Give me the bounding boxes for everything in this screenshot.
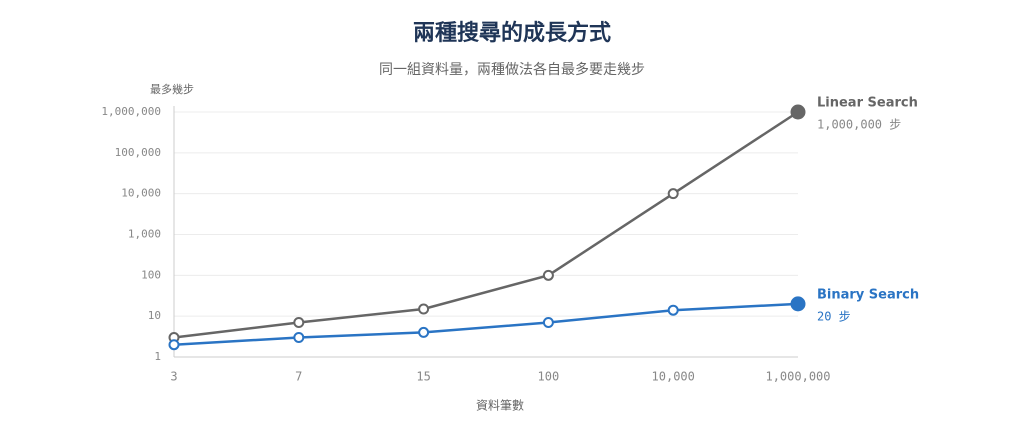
series-line xyxy=(173,302,799,346)
data-point xyxy=(667,188,679,200)
x-tick-label: 100 xyxy=(538,370,560,384)
x-tick-label: 7 xyxy=(295,370,302,384)
data-point xyxy=(293,332,305,344)
y-axis-label: 最多幾步 xyxy=(150,82,194,96)
y-tick-label: 1,000 xyxy=(128,228,161,241)
value-label: 1,000,000 步 xyxy=(817,118,901,132)
data-point xyxy=(667,304,679,316)
y-tick-label: 100 xyxy=(141,268,161,281)
data-point xyxy=(790,104,806,120)
x-tick-label: 10,000 xyxy=(652,370,695,384)
chart-subtitle: 同一組資料量，兩種做法各自最多要走幾步 xyxy=(379,61,645,78)
chart-title: 兩種搜尋的成長方式 xyxy=(413,20,611,46)
series-line xyxy=(173,110,799,339)
y-tick-label: 10,000 xyxy=(121,187,161,200)
legend-label: Linear Search xyxy=(817,96,918,111)
legend-label: Binary Search xyxy=(817,287,919,302)
x-axis-label: 資料筆數 xyxy=(476,399,524,413)
data-point xyxy=(542,316,554,328)
y-tick-label: 10 xyxy=(148,309,161,322)
data-point xyxy=(168,339,180,351)
data-point xyxy=(542,269,554,281)
data-point xyxy=(293,316,305,328)
value-label: 20 步 xyxy=(817,309,851,323)
data-point xyxy=(418,303,430,315)
y-tick-label: 1,000,000 xyxy=(101,105,161,118)
x-tick-label: 1,000,000 xyxy=(765,370,830,384)
x-tick-label: 3 xyxy=(170,370,177,384)
x-tick-label: 15 xyxy=(416,370,430,384)
y-tick-label: 1 xyxy=(154,350,161,363)
y-tick-label: 100,000 xyxy=(115,146,161,159)
data-point xyxy=(418,326,430,338)
data-point xyxy=(790,296,806,312)
